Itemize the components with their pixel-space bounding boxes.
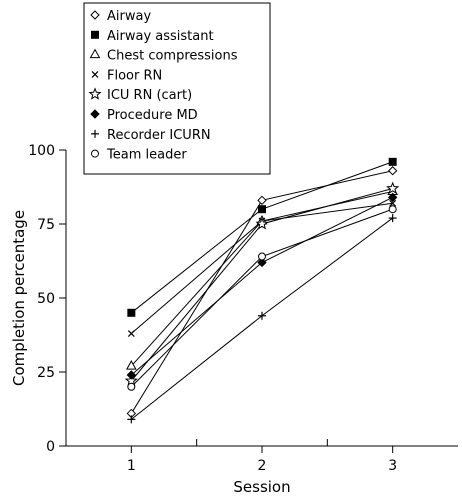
legend-label: Airway bbox=[107, 9, 151, 24]
data-point bbox=[386, 181, 400, 195]
legend: Airway Airway assistant Chest compressions… bbox=[88, 9, 238, 163]
legend-label: Chest compressions bbox=[107, 49, 238, 64]
legend-item: Recorder ICURN bbox=[91, 128, 211, 143]
y-tick-label: 0 bbox=[46, 439, 55, 455]
x-ticks: 1 2 3 bbox=[127, 439, 397, 474]
legend-marker bbox=[90, 10, 100, 20]
x-tick-label: 3 bbox=[388, 458, 397, 474]
data-point bbox=[388, 157, 397, 166]
legend-label: Floor RN bbox=[107, 68, 162, 83]
data-point bbox=[257, 195, 267, 206]
legend-item: Airway assistant bbox=[91, 29, 214, 44]
y-tick-label: 50 bbox=[37, 291, 55, 307]
data-point bbox=[388, 205, 397, 214]
legend-label: Team leader bbox=[106, 148, 187, 163]
y-tick-label: 25 bbox=[37, 365, 55, 381]
legend-marker bbox=[91, 149, 99, 158]
legend-marker bbox=[91, 30, 99, 39]
legend-item: Procedure MD bbox=[90, 108, 198, 123]
y-tick-label: 100 bbox=[28, 143, 55, 159]
series-line bbox=[130, 208, 393, 388]
series-markers bbox=[124, 157, 400, 424]
x-axis-label: Session bbox=[233, 478, 290, 496]
data-point bbox=[255, 217, 269, 230]
y-tick-label: 75 bbox=[37, 217, 55, 233]
legend-marker bbox=[88, 87, 102, 100]
legend-marker bbox=[91, 70, 99, 78]
legend-item: Chest compressions bbox=[89, 48, 238, 64]
legend-label: ICU RN (cart) bbox=[107, 88, 192, 103]
legend-label: Procedure MD bbox=[107, 108, 198, 123]
data-point bbox=[127, 330, 135, 337]
data-point bbox=[258, 311, 266, 320]
x-tick-label: 2 bbox=[258, 458, 267, 474]
legend-label: Recorder ICURN bbox=[107, 128, 211, 143]
data-point bbox=[258, 252, 266, 261]
series-line bbox=[131, 161, 393, 314]
legend-item: Team leader bbox=[91, 148, 187, 163]
data-point bbox=[126, 370, 137, 380]
legend-item: Floor RN bbox=[91, 68, 162, 83]
data-point bbox=[127, 415, 136, 424]
legend-box bbox=[83, 2, 271, 175]
legend-item: ICU RN (cart) bbox=[88, 87, 192, 103]
y-ticks: 0 25 50 75 100 bbox=[28, 143, 66, 455]
y-axis-label: Completion percentage bbox=[10, 210, 28, 386]
data-point bbox=[387, 166, 398, 176]
legend-marker bbox=[90, 109, 100, 119]
data-point bbox=[127, 308, 136, 317]
data-point bbox=[388, 214, 397, 223]
x-tick-label: 1 bbox=[127, 458, 136, 474]
legend-marker bbox=[89, 48, 101, 59]
data-point bbox=[258, 205, 266, 214]
data-point bbox=[127, 382, 136, 391]
data-point bbox=[125, 360, 137, 370]
legend-marker bbox=[91, 129, 99, 138]
legend-item: Airway bbox=[90, 9, 151, 24]
data-point bbox=[389, 199, 397, 207]
data-point bbox=[387, 192, 398, 203]
legend-label: Airway assistant bbox=[107, 29, 214, 44]
data-point bbox=[257, 257, 267, 268]
